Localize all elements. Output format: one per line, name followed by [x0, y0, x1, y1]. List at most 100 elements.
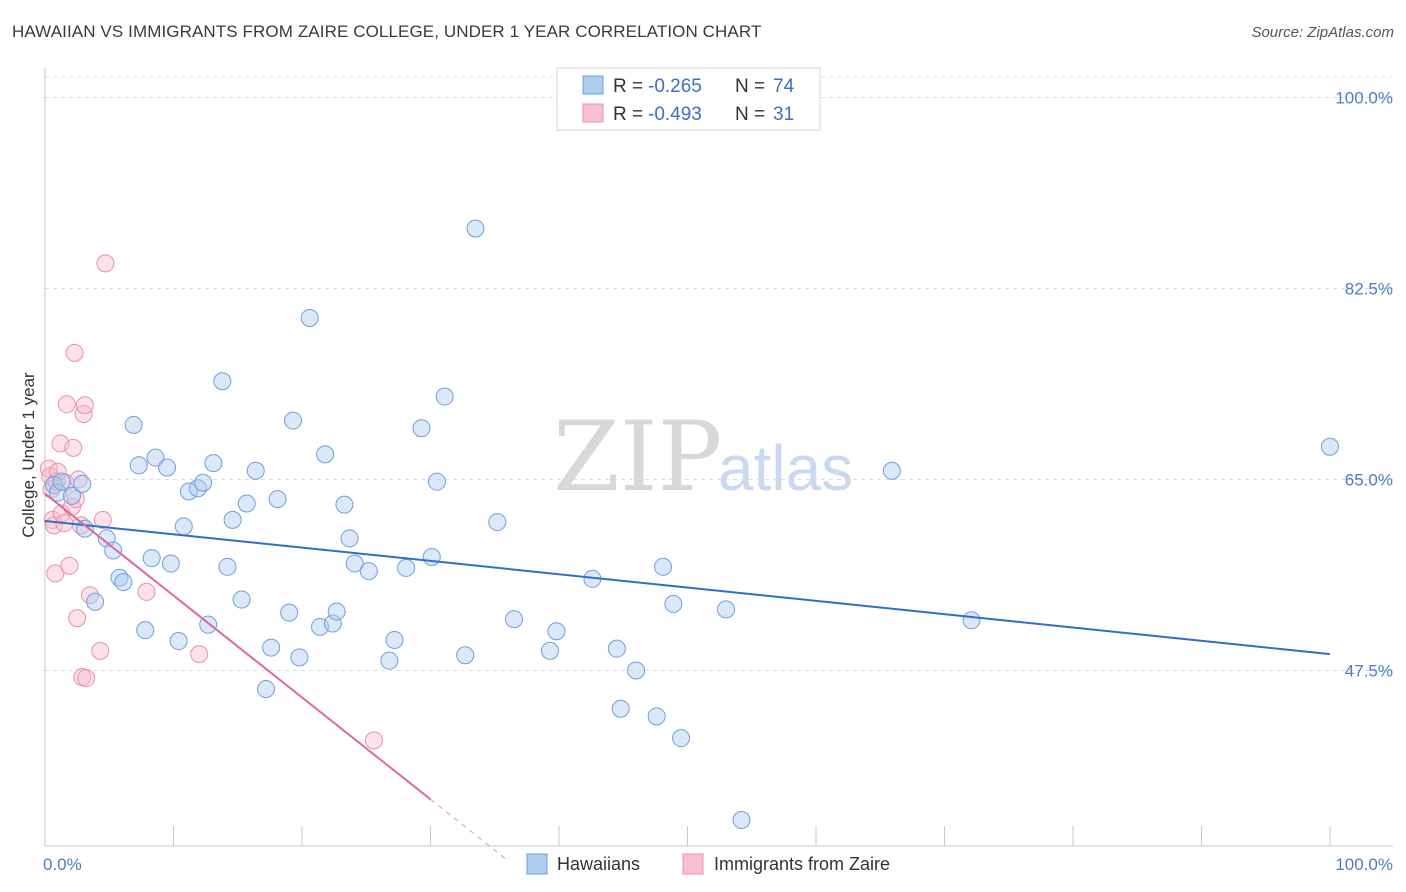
hawaiian-point: [114, 573, 133, 592]
hawaiian-trend-line: [44, 519, 1331, 656]
hawaiian-point: [654, 557, 673, 576]
hawaiian-point: [142, 549, 161, 568]
hawaiian-points: [44, 219, 1339, 830]
hawaiian-point: [75, 519, 94, 538]
hawaiian-point: [397, 558, 416, 577]
y-axis-label: College, Under 1 year: [19, 372, 38, 538]
series-legend: Hawaiians Immigrants from Zaire: [526, 853, 890, 875]
hawaiian-point: [412, 419, 431, 438]
hawaiian-point: [262, 638, 281, 657]
hawaiian-point: [385, 630, 404, 649]
hawaiian-point: [345, 554, 364, 573]
hawaiian-point: [86, 592, 105, 611]
zaire-points: [39, 254, 383, 750]
hawaiian-point: [124, 415, 143, 434]
hawaiian-point: [327, 602, 346, 621]
hawaiian-point: [300, 308, 319, 327]
chart-title: HAWAIIAN VS IMMIGRANTS FROM ZAIRE COLLEG…: [12, 22, 762, 41]
hawaiian-point: [268, 490, 287, 509]
legend-n-value-1: 74: [773, 76, 795, 97]
bottom-legend-hawaiians: Hawaiians: [557, 854, 640, 874]
legend-r-label-1: R =: [613, 76, 643, 97]
hawaiian-point: [547, 622, 566, 641]
hawaiian-point: [607, 639, 626, 658]
bottom-legend-swatch-hawaiians: [526, 853, 548, 875]
zaire-point: [46, 564, 65, 583]
stats-legend: R = -0.265 N = 74 R = -0.493 N = 31: [556, 67, 821, 131]
zaire-point: [68, 609, 87, 628]
x-tick-labels: 0.0% 100.0%: [43, 855, 1393, 874]
zaire-point: [64, 438, 83, 457]
hawaiian-point: [672, 729, 691, 748]
hawaiian-point: [505, 610, 524, 629]
legend-r-label-2: R =: [613, 104, 643, 125]
hawaiian-point: [732, 811, 751, 830]
hawaiian-point: [359, 562, 378, 581]
zaire-trend-extension: [430, 798, 508, 861]
hawaiian-point: [541, 641, 560, 660]
hawaiian-point: [882, 461, 901, 480]
hawaiian-point: [647, 707, 666, 726]
hawaiian-point: [174, 517, 193, 536]
hawaiian-point: [284, 411, 303, 430]
hawaiian-point: [627, 661, 646, 680]
zaire-point: [91, 641, 110, 660]
hawaiian-point: [136, 621, 155, 640]
zaire-point: [137, 582, 156, 601]
zaire-point: [65, 343, 84, 362]
trend-lines: [44, 492, 1331, 861]
legend-r-value-1: -0.265: [648, 76, 702, 97]
hawaiian-point: [73, 474, 92, 493]
zaire-point: [93, 510, 112, 529]
hawaiian-point: [48, 483, 67, 502]
hawaiian-point: [237, 494, 256, 513]
zaire-point: [57, 395, 76, 414]
zaire-point: [364, 731, 383, 750]
hawaiian-point: [335, 495, 354, 514]
bottom-legend-zaire: Immigrants from Zaire: [714, 854, 890, 874]
watermark-atlas: atlas: [718, 432, 853, 504]
hawaiian-point: [1321, 437, 1339, 456]
zaire-point: [60, 556, 79, 575]
hawaiian-point: [204, 454, 223, 473]
hawaiian-point: [129, 456, 148, 475]
axes: [44, 68, 1393, 847]
hawaiian-point: [223, 510, 242, 529]
source-credit: Source: ZipAtlas.com: [1251, 24, 1394, 41]
hawaiian-point: [213, 372, 232, 391]
hawaiian-point: [427, 472, 446, 491]
zaire-point: [190, 645, 209, 664]
zaire-trend-line: [44, 492, 432, 801]
hawaiian-point: [962, 611, 981, 630]
hawaiian-point: [717, 600, 736, 619]
legend-n-label-2: N =: [735, 104, 765, 125]
legend-swatch-hawaiians: [582, 75, 604, 95]
y-tick-label: 100.0%: [1335, 89, 1393, 108]
x-tick-label: 100.0%: [1335, 855, 1393, 874]
hawaiian-point: [323, 614, 342, 633]
hawaiian-point: [380, 651, 399, 670]
y-tick-label: 82.5%: [1345, 280, 1393, 299]
legend-n-value-2: 31: [773, 104, 794, 125]
hawaiian-point: [422, 547, 441, 566]
grid-lines: [45, 76, 1393, 671]
hawaiian-point: [340, 529, 359, 548]
hawaiian-point: [246, 461, 265, 480]
hawaiian-point: [161, 554, 180, 573]
hawaiian-point: [188, 479, 207, 498]
legend-swatch-zaire: [582, 103, 604, 123]
zaire-point: [96, 254, 115, 273]
hawaiian-point: [104, 541, 123, 560]
hawaiian-point: [146, 448, 165, 467]
bottom-legend-swatch-zaire: [682, 853, 704, 875]
hawaiian-point: [456, 646, 475, 665]
hawaiian-point: [316, 445, 335, 464]
hawaiian-point: [52, 472, 71, 491]
y-tick-labels: 47.5% 65.0% 82.5% 100.0%: [1335, 89, 1393, 681]
hawaiian-point: [664, 594, 683, 613]
hawaiian-point: [169, 632, 188, 651]
hawaiian-point: [488, 513, 507, 532]
zaire-point: [77, 669, 96, 688]
hawaiian-point: [280, 603, 299, 622]
